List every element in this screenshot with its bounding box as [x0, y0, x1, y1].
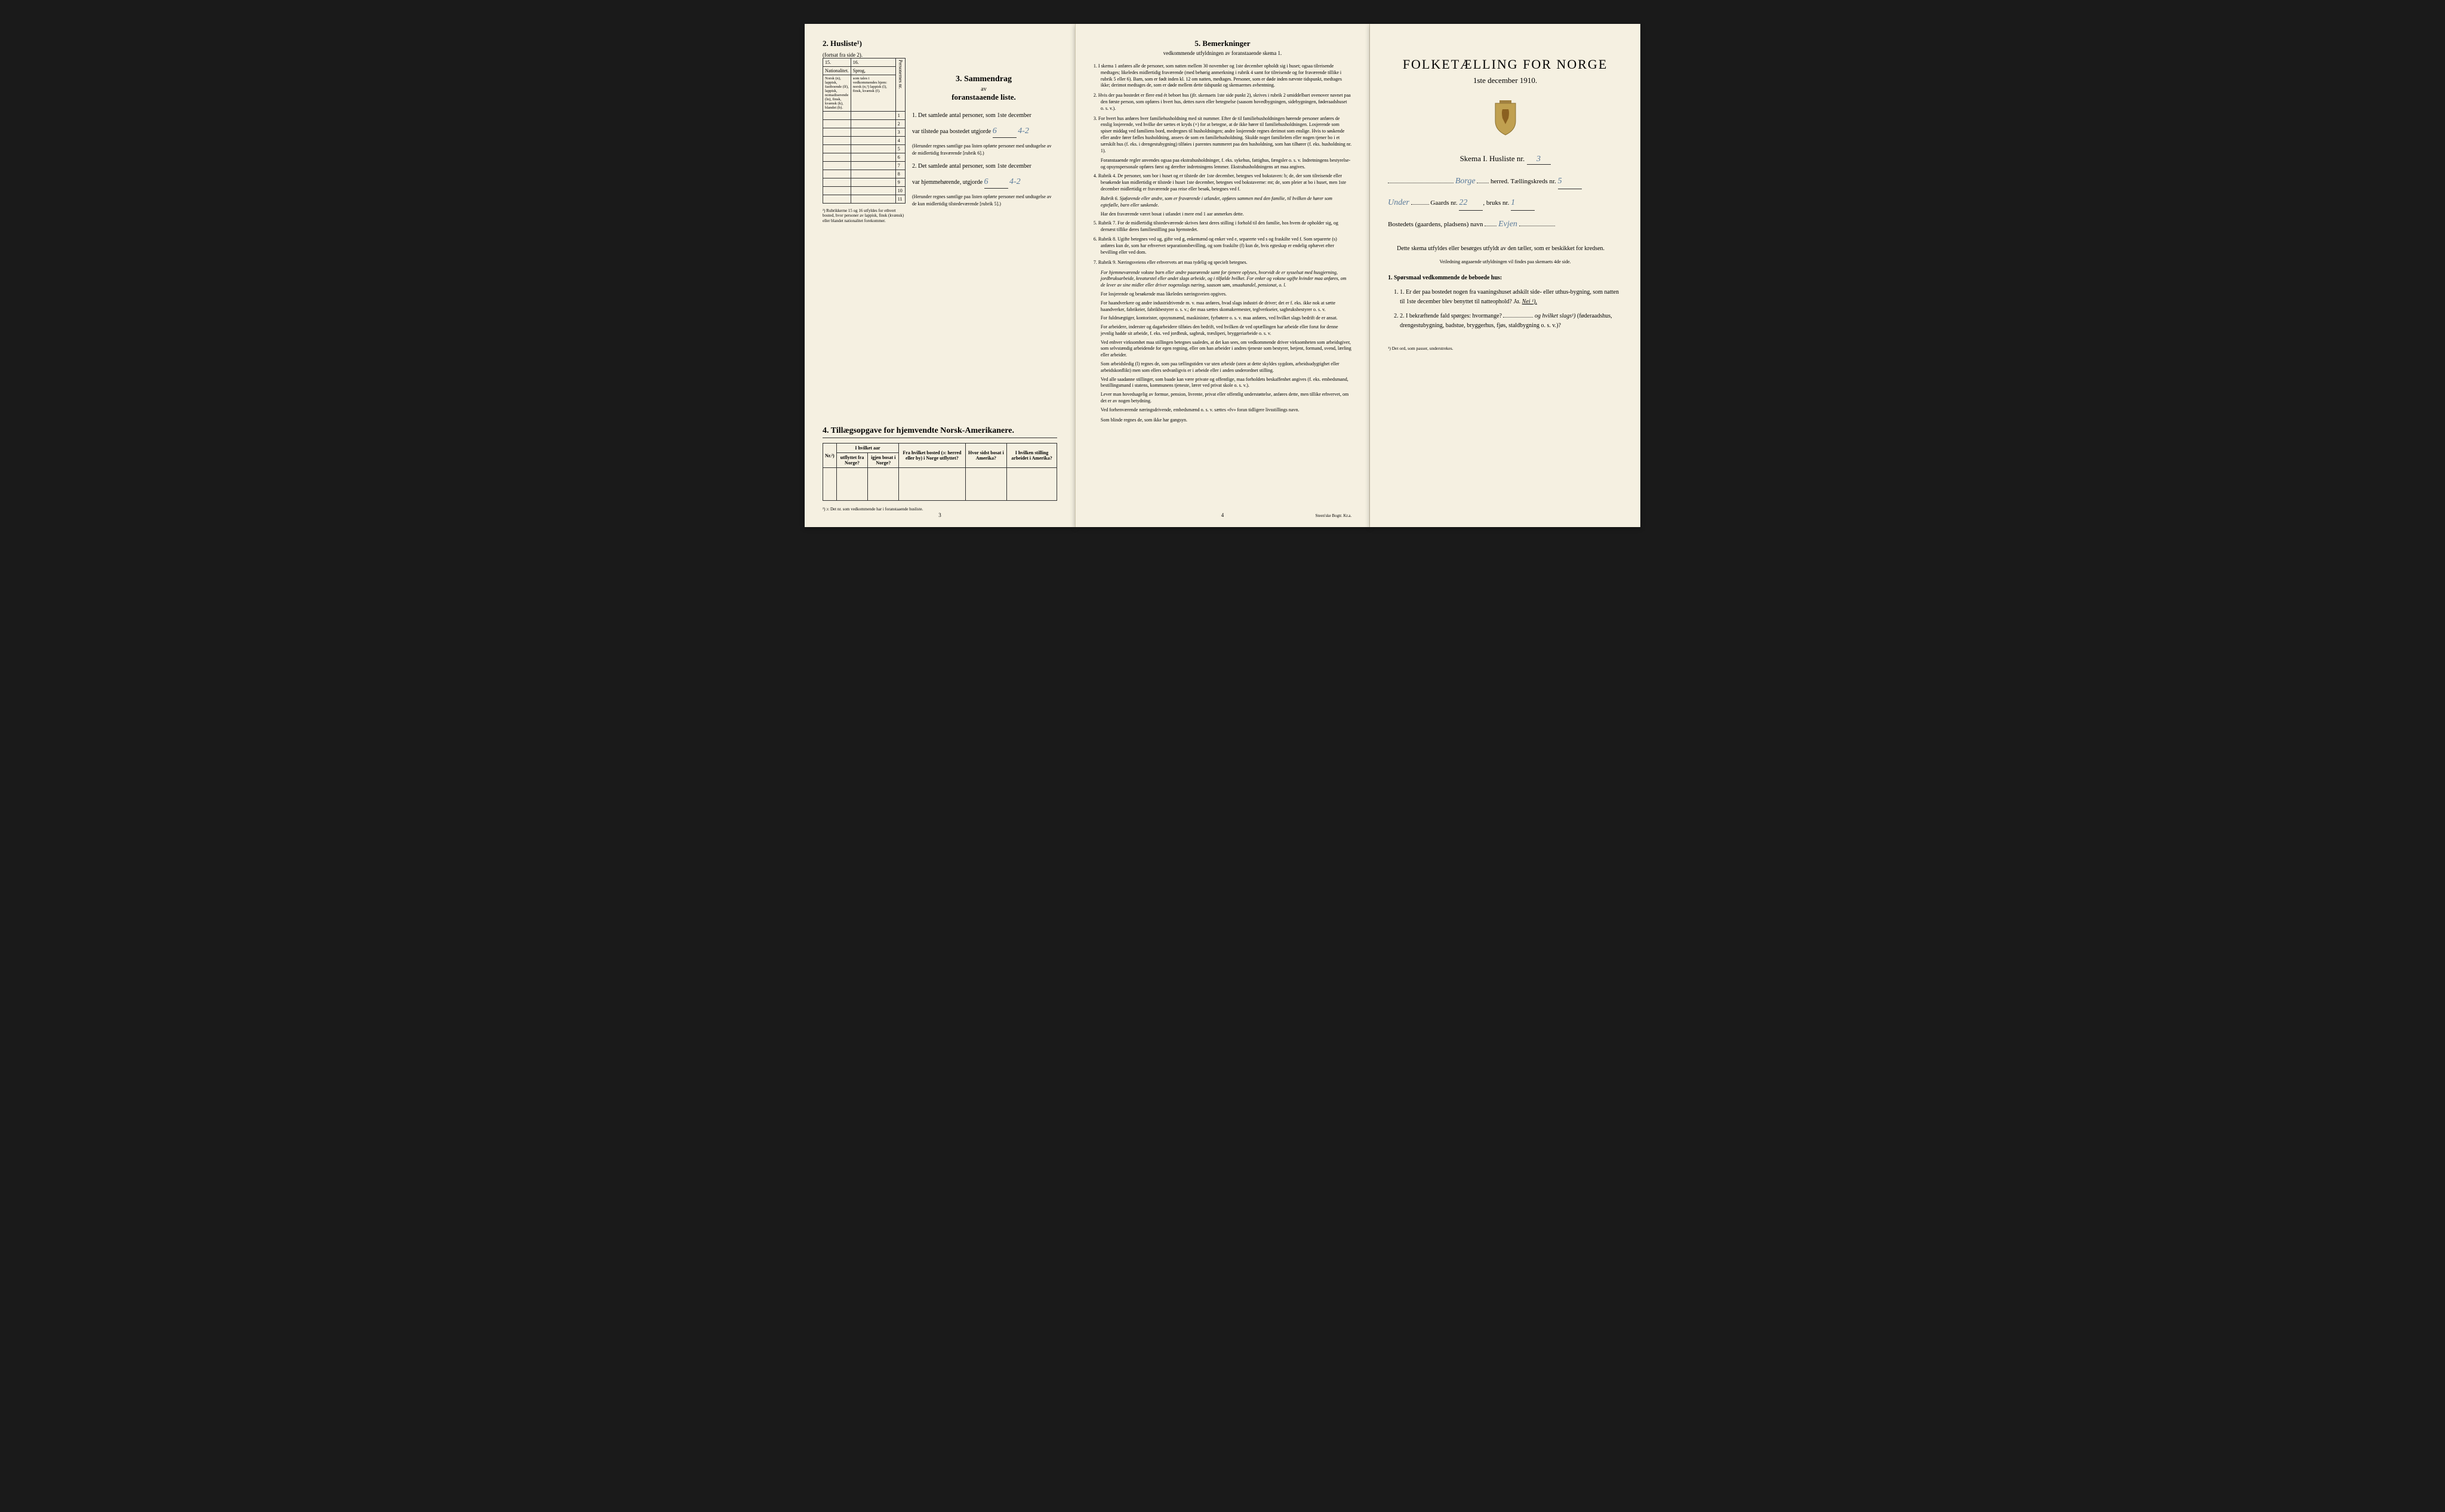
bruks-val: 1: [1511, 195, 1535, 211]
page-3: FOLKETÆLLING FOR NORGE 1ste december 191…: [1370, 24, 1640, 527]
item1-pre: 1. Det samlede antal personer, som 1ste …: [912, 111, 1055, 120]
page-2: 5. Bemerkninger vedkommende utfyldningen…: [1075, 24, 1370, 527]
section3: 3. Sammendrag av foranstaaende liste. 1.…: [912, 75, 1055, 213]
section2-subtitle: (fortsat fra side 2).: [823, 52, 906, 58]
nei-answer: Nei ¹).: [1522, 298, 1537, 305]
item2-val1: 6: [984, 175, 1008, 189]
info-sub: Veiledning angaaende utfyldningen vil fi…: [1388, 259, 1622, 264]
skema-line: Skema I. Husliste nr. 3: [1388, 154, 1622, 165]
document-container: 2. Husliste¹) (fortsat fra side 2). 15. …: [805, 24, 1640, 527]
page-1: 2. Husliste¹) (fortsat fra side 2). 15. …: [805, 24, 1075, 527]
desc15: Norsk (n), lappisk, fastboende (lf), lap…: [823, 75, 851, 112]
section3-title: 3. Sammendrag: [912, 75, 1055, 84]
husliste-nr: 3: [1527, 155, 1551, 165]
section3-subtitle: foranstaaende liste.: [912, 93, 1055, 102]
section4: 4. Tillægsopgave for hjemvendte Norsk-Am…: [823, 426, 1057, 512]
section3-av: av: [912, 86, 1055, 93]
husliste-table: 15. 16. Personernes nr. Nationalitet. Sp…: [823, 58, 906, 204]
item2-val2: 4-2: [1009, 177, 1021, 186]
info-text: Dette skema utfyldes eller besørges utfy…: [1388, 244, 1622, 253]
question-1: 1. Er der paa bostedet nogen fra vaaning…: [1400, 288, 1622, 307]
section5-subtitle: vedkommende utfyldningen av foranstaaend…: [1094, 50, 1351, 56]
page1-num: 3: [805, 512, 1075, 518]
kreds-val: 5: [1558, 174, 1582, 189]
section4-footnote: ²) ɔ: Det nr. som vedkommende har i fora…: [823, 507, 1057, 512]
main-title: FOLKETÆLLING FOR NORGE: [1388, 57, 1622, 72]
page3-footnote: ¹) Det ord, som passer, understrekes.: [1388, 346, 1622, 351]
section2-footnote: ²) Rubrikkerne 15 og 16 utfyldes for eth…: [823, 208, 906, 223]
row-num: 1: [895, 112, 905, 120]
gaards-val: 22: [1459, 195, 1483, 211]
item1-val2: 4-2: [1018, 127, 1029, 136]
section4-title: 4. Tillægsopgave for hjemvendte Norsk-Am…: [823, 426, 1057, 438]
question-2: 2. I bekræftende fald spørges: hvormange…: [1400, 312, 1622, 331]
section2-title: 2. Husliste¹): [823, 39, 906, 48]
col15-num: 15.: [823, 58, 851, 67]
item2-note: (Herunder regnes samtlige paa listen opf…: [912, 193, 1055, 208]
bosted-val: Evjen: [1498, 220, 1517, 229]
under-label: Under: [1388, 198, 1409, 207]
herred-val: Borge: [1455, 177, 1476, 186]
section5-title: 5. Bemerkninger: [1094, 39, 1351, 48]
q-header: 1. Spørsmaal vedkommende de beboede hus:: [1388, 273, 1622, 283]
col16-num: 16.: [851, 58, 895, 67]
remarks-list: 1. I skema 1 anføres alle de personer, s…: [1094, 63, 1351, 423]
desc16: som tales i vedkommendes hjem: norsk (n,…: [851, 75, 895, 112]
fill-lines: Borge herred. Tællingskreds nr. 5 Under …: [1388, 174, 1622, 232]
header15: Nationalitet.: [823, 67, 851, 75]
census-date: 1ste december 1910.: [1388, 76, 1622, 85]
item1-val1: 6: [993, 125, 1017, 138]
header16: Sprog,: [851, 67, 895, 75]
coat-of-arms-icon: [1388, 100, 1622, 139]
questions-section: 1. Spørsmaal vedkommende de beboede hus:…: [1388, 273, 1622, 331]
item1-note: (Herunder regnes samtlige paa listen opf…: [912, 143, 1055, 157]
printer-mark: Steen'ske Bogtr. Kr.a.: [1316, 513, 1352, 518]
item2-pre: 2. Det samlede antal personer, som 1ste …: [912, 162, 1055, 171]
amerikanere-table: Nr.²) I hvilket aar Fra hvilket bosted (…: [823, 443, 1057, 501]
side-col: Personernes nr.: [895, 58, 905, 112]
